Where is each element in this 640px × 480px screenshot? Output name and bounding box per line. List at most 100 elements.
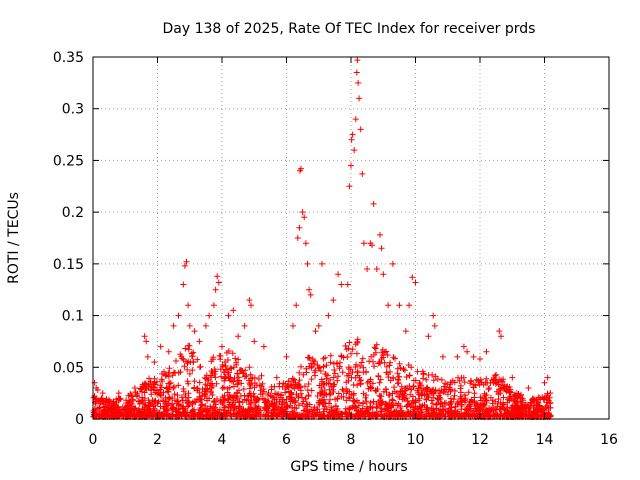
data-point (109, 412, 116, 419)
data-point (539, 407, 545, 413)
data-point (344, 281, 351, 288)
data-point (314, 409, 321, 416)
data-point (348, 374, 355, 381)
data-point (163, 400, 170, 407)
data-point (230, 307, 237, 314)
data-point (165, 413, 172, 419)
data-point (484, 379, 491, 386)
data-point (165, 373, 172, 380)
data-point (276, 380, 283, 387)
data-point (171, 391, 178, 398)
data-point (326, 412, 333, 418)
data-point (97, 400, 104, 407)
data-point (396, 373, 403, 380)
data-point (281, 399, 288, 406)
data-point (234, 370, 241, 377)
data-point (389, 260, 396, 267)
data-point (315, 322, 322, 329)
data-point (314, 393, 321, 399)
data-point (420, 385, 427, 392)
data-point (431, 322, 438, 329)
data-point (472, 382, 479, 389)
data-point (190, 359, 197, 366)
data-point (233, 394, 240, 401)
data-point (466, 405, 473, 412)
data-point (454, 353, 461, 360)
data-point (296, 224, 303, 231)
data-point (124, 402, 131, 409)
data-point (398, 383, 405, 390)
data-point (443, 399, 449, 406)
x-tick-label: 0 (89, 432, 98, 448)
data-point (391, 388, 398, 395)
data-point (483, 397, 490, 404)
data-point (455, 374, 461, 381)
data-point (302, 240, 309, 247)
data-point (502, 410, 509, 417)
data-point (325, 412, 332, 419)
data-point (394, 370, 401, 377)
data-point (493, 371, 500, 378)
data-point (141, 406, 148, 413)
data-point (477, 394, 484, 401)
data-point (224, 371, 231, 378)
data-point (373, 266, 380, 272)
data-point (203, 375, 210, 382)
data-point (393, 400, 399, 407)
data-point (359, 170, 366, 177)
data-point (378, 393, 385, 400)
data-point (451, 392, 458, 399)
data-point (370, 358, 376, 365)
data-point (247, 382, 254, 389)
data-point (304, 260, 311, 267)
data-point (390, 375, 397, 382)
data-point (430, 377, 437, 384)
data-point (199, 401, 206, 408)
data-point (353, 361, 360, 368)
data-point (472, 405, 479, 412)
data-point (547, 404, 554, 411)
data-point (496, 328, 503, 335)
data-point (189, 367, 196, 374)
data-point (402, 328, 409, 335)
data-point (360, 240, 367, 247)
data-point (180, 281, 187, 288)
data-point (349, 131, 356, 138)
data-point (200, 407, 207, 414)
data-point (163, 406, 170, 413)
data-point (346, 183, 353, 190)
data-point (424, 406, 431, 413)
data-point (228, 365, 235, 372)
data-point (363, 398, 370, 405)
data-point (436, 387, 443, 394)
data-point (438, 376, 445, 383)
data-point (165, 348, 172, 355)
data-point (251, 393, 258, 400)
y-axis-ticks: 0 0.05 0.1 0.15 0.2 0.25 0.3 0.35 (53, 50, 609, 428)
data-point (185, 346, 192, 353)
data-point (268, 386, 275, 393)
data-point (166, 395, 173, 402)
data-point (275, 391, 282, 398)
data-point (526, 405, 533, 412)
data-point (173, 400, 180, 407)
data-point (489, 397, 496, 404)
data-point (380, 271, 387, 278)
data-point (246, 380, 253, 386)
data-point (251, 374, 258, 381)
data-point (235, 333, 242, 340)
data-point (310, 406, 317, 413)
data-point (327, 359, 334, 366)
data-point (391, 408, 398, 415)
data-point (139, 397, 146, 403)
data-point (226, 401, 233, 408)
data-point (224, 396, 231, 403)
x-tick-label: 2 (153, 432, 162, 448)
data-point (318, 413, 325, 420)
data-point (130, 397, 137, 404)
data-point (332, 402, 339, 409)
data-point (335, 271, 342, 278)
data-point (252, 405, 259, 412)
data-point (335, 412, 342, 419)
data-point (293, 302, 300, 309)
